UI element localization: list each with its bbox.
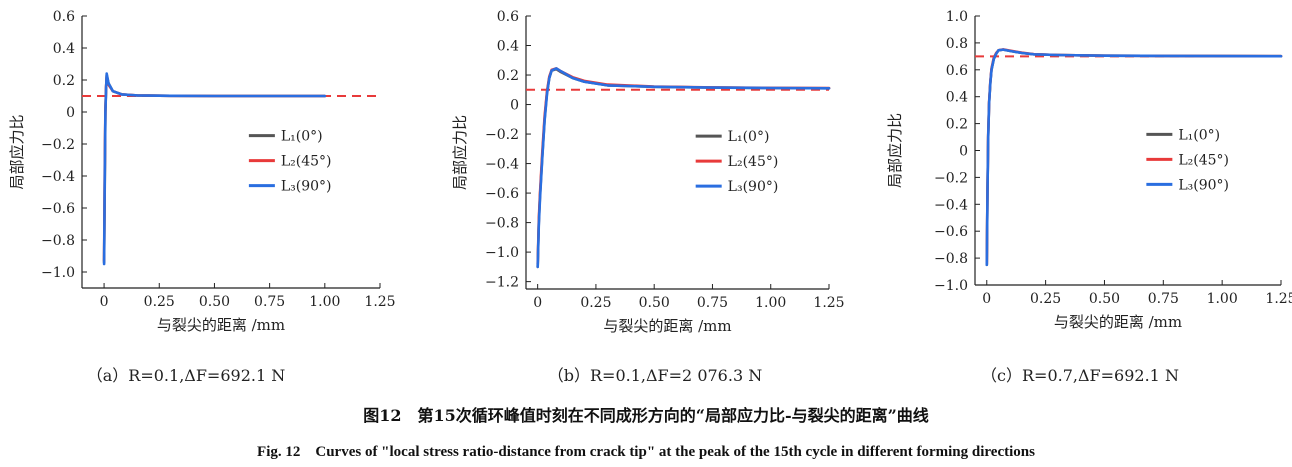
chart1-x-tick-label: 1.25 <box>364 294 395 310</box>
chart2-y-tick-label: 0.6 <box>497 9 519 25</box>
chart2-y-tick-label: −0.2 <box>485 127 519 143</box>
chart3-y-tick-label: 0.2 <box>946 117 968 133</box>
chart3-series-3-line <box>985 48 1283 267</box>
chart3-y-tick-label: −0.2 <box>934 170 968 186</box>
chart1-x-tick-label: 0 <box>100 294 109 310</box>
chart1-y-tick-label: 0 <box>66 105 75 121</box>
chart3-y-tick-label: 0.4 <box>946 90 968 106</box>
chart3-x-tick-label: 1.00 <box>1207 291 1238 307</box>
chart3-y-tick-label: −0.8 <box>934 251 968 267</box>
caption-cn: 图12 第15次循环峰值时刻在不同成形方向的“局部应力比-与裂尖的距离”曲线 <box>363 406 929 425</box>
chart3-x-tick-label: 1.25 <box>1265 291 1292 307</box>
chart3-sublabel: （c）R=0.7,ΔF=692.1 N <box>981 366 1179 385</box>
chart2-x-tick-label: 1.00 <box>755 295 786 311</box>
chart3-y-tick-label: 1.0 <box>946 9 968 25</box>
chart3-series-2-line <box>985 48 1283 265</box>
chart2-x-tick-label: 0.50 <box>639 295 670 311</box>
chart3-y-tick-label: −0.4 <box>934 197 968 213</box>
chart1-x-axis-label: 与裂尖的距离 /mm <box>157 316 285 334</box>
chart3-x-tick-label: 0.50 <box>1089 291 1120 307</box>
chart2-legend-label: L₂(45°) <box>728 154 779 170</box>
chart3-x-tick-label: 0.75 <box>1148 291 1179 307</box>
chart3-y-axis-label: 局部应力比 <box>886 113 904 188</box>
chart3-legend-label: L₃(90°) <box>1178 177 1229 193</box>
chart2-y-tick-label: 0.2 <box>497 68 519 84</box>
chart1-x-tick-label: 1.00 <box>309 294 340 310</box>
caption-en: Fig. 12 Curves of "local stress ratio-di… <box>257 444 1035 460</box>
chart2-y-axis-label: 局部应力比 <box>451 115 469 190</box>
chart2: −1.2 −1.0 −0.8 −0.6 −0.4 −0.2 0 0.2 0.4 0.6 0 0.25 0… <box>451 9 845 385</box>
chart3-legend-label: L₂(45°) <box>1178 152 1229 168</box>
chart1-y-tick-label: −0.6 <box>41 201 75 217</box>
chart3-y-tick-label: −1.0 <box>934 278 968 294</box>
chart3-y-tick-label: 0 <box>959 144 968 160</box>
chart1-y-tick-label: 0.4 <box>53 41 75 57</box>
chart1-x-tick-label: 0.50 <box>199 294 230 310</box>
chart1-y-axis-label: 局部应力比 <box>8 114 26 189</box>
chart1-y-tick-label: −0.8 <box>41 233 75 249</box>
chart3-y-tick-label: 0.6 <box>946 63 968 79</box>
chart3-x-tick-label: 0 <box>982 291 991 307</box>
chart2-y-tick-label: −0.8 <box>485 216 519 232</box>
chart2-series-2-line <box>536 67 831 266</box>
chart1-legend-label: L₁(0°) <box>281 129 323 145</box>
chart1-y-tick-label: 0.2 <box>53 73 75 89</box>
chart1-x-tick-label: 0.25 <box>144 294 175 310</box>
chart2-y-tick-label: −0.4 <box>485 157 519 173</box>
chart2-y-tick-label: 0 <box>510 98 519 114</box>
chart2-y-tick-label: −1.2 <box>485 275 519 291</box>
chart2-x-tick-label: 0.75 <box>697 295 728 311</box>
chart2-x-tick-label: 0.25 <box>580 295 611 311</box>
chart1-y-tick-label: 0.6 <box>53 9 75 25</box>
chart2-x-axis-label: 与裂尖的距离 /mm <box>603 317 731 335</box>
chart3-series-1-line <box>985 48 1283 267</box>
chart1-y-tick-label: −0.2 <box>41 137 75 153</box>
chart3: −1.0−0.8−0.6−0.4−0.200.20.40.60.81.00 0.2… <box>886 9 1292 385</box>
chart1: −1.0 −0.8 −0.6 −0.4 −0.2 0 0.2 0.4 0.6 0 0.25 0.50 0… <box>8 9 396 385</box>
chart1-y-tick-label: −0.4 <box>41 169 75 185</box>
chart3-y-tick-label: −0.6 <box>934 224 968 240</box>
chart2-legend-label: L₁(0°) <box>728 129 770 145</box>
chart2-y-tick-label: −1.0 <box>485 245 519 261</box>
chart1-legend-label: L₃(90°) <box>281 179 332 195</box>
chart2-sublabel: （b）R=0.1,ΔF=2 076.3 N <box>548 366 762 385</box>
chart2-y-tick-label: −0.6 <box>485 186 519 202</box>
chart3-y-tick-label: 0.8 <box>946 36 968 52</box>
chart2-x-tick-label: 1.25 <box>813 295 844 311</box>
chart2-x-tick-label: 0 <box>533 295 542 311</box>
chart3-x-axis-label: 与裂尖的距离 /mm <box>1054 313 1182 331</box>
chart2-series-3-line <box>536 67 831 269</box>
chart1-x-tick-label: 0.75 <box>254 294 285 310</box>
chart2-y-tick-label: 0.4 <box>497 39 519 55</box>
chart2-series-1-line <box>536 67 831 269</box>
chart1-y-tick-label: −1.0 <box>41 265 75 281</box>
chart1-series-3-line <box>102 72 327 266</box>
chart1-sublabel: （a）R=0.1,ΔF=692.1 N <box>87 366 285 385</box>
chart3-legend-label: L₁(0°) <box>1178 127 1220 143</box>
chart1-legend-label: L₂(45°) <box>281 154 332 170</box>
chart3-x-tick-label: 0.25 <box>1030 291 1061 307</box>
chart2-legend-label: L₃(90°) <box>728 179 779 195</box>
